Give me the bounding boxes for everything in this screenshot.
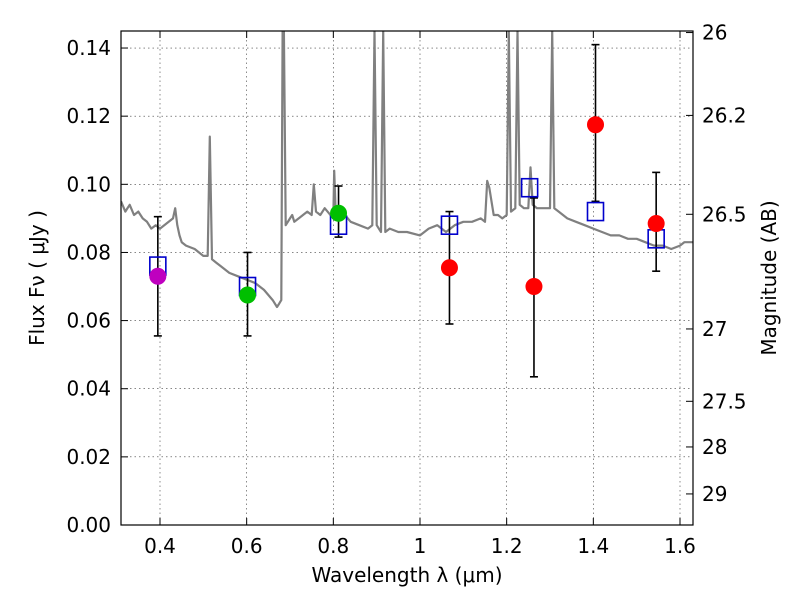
model-photometry-square	[586, 201, 605, 222]
model-photometry-square	[440, 215, 459, 235]
y2-tick-label: 26.2	[702, 103, 747, 127]
x-axis-ticks: 0.4 0.6 0.8 1 1.2 1.4 1.6	[144, 31, 696, 558]
y-tick-label: 0.06	[66, 309, 111, 333]
observed-point	[149, 267, 167, 285]
plot-area	[121, 31, 693, 525]
x-tick-label: 0.6	[231, 534, 263, 558]
y-tick-label: 0.10	[66, 172, 111, 196]
y2-axis-ticks: 26 26.2 26.5 27 27.5 28 29	[686, 21, 747, 506]
y-tick-label: 0.04	[66, 377, 111, 401]
y-tick-label: 0.08	[66, 240, 111, 264]
x-axis-label: Wavelength λ (μm)	[311, 563, 502, 587]
observed-point	[587, 116, 604, 134]
model-sed-line	[121, 31, 693, 309]
y2-tick-label: 28	[702, 435, 727, 459]
model-photometry-square	[520, 177, 539, 198]
observed-point	[647, 214, 665, 232]
y2-tick-label: 27	[702, 317, 727, 341]
observed-points	[149, 116, 665, 304]
x-tick-label: 1	[414, 534, 427, 558]
y2-tick-label: 26	[702, 21, 727, 45]
y2-tick-label: 29	[702, 482, 727, 506]
y2-tick-label: 27.5	[702, 389, 747, 413]
observed-point	[239, 286, 257, 304]
x-tick-label: 0.4	[144, 534, 176, 558]
model-sed-line-group	[121, 31, 693, 309]
x-tick-label: 1.2	[491, 534, 523, 558]
y-tick-label: 0.14	[66, 36, 111, 60]
plot-frame	[120, 30, 694, 526]
observed-point	[525, 278, 543, 296]
y-tick-label: 0.12	[66, 104, 111, 128]
observed-point	[330, 204, 348, 222]
y-tick-label: 0.02	[66, 445, 111, 469]
y-tick-label: 0.00	[66, 513, 111, 537]
x-tick-label: 1.6	[664, 534, 696, 558]
x-tick-label: 0.8	[317, 534, 349, 558]
x-tick-label: 1.4	[577, 534, 609, 558]
y-axis-label: Flux Fν ( μJy )	[25, 210, 49, 346]
observed-point	[440, 259, 458, 277]
y2-axis-label: Magnitude (AB)	[757, 200, 781, 355]
y-axis-ticks: 0.00 0.02 0.04 0.06 0.08 0.10 0.12 0.14	[66, 36, 128, 537]
y2-tick-label: 26.5	[702, 202, 747, 226]
